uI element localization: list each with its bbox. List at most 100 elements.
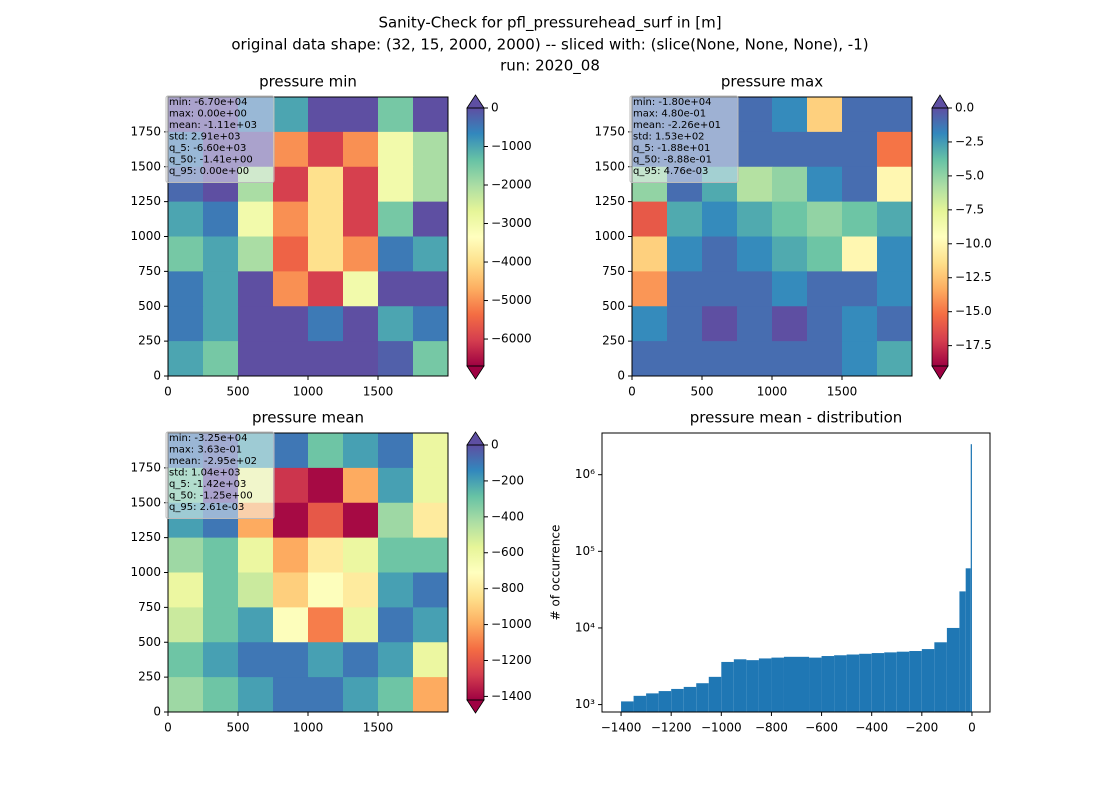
stats-line: max: 3.63e-01	[169, 445, 242, 456]
heatmap-cell	[842, 166, 878, 203]
y-tick-label: 250	[138, 334, 161, 348]
heatmap-cell	[273, 607, 309, 643]
heatmap-cell	[807, 166, 843, 203]
axes-title: pressure mean - distribution	[690, 409, 903, 427]
y-axis-label: # of occurrence	[549, 525, 563, 621]
colorbar-tick-label: 0	[491, 101, 499, 115]
x-tick-label: −1000	[701, 721, 742, 735]
colorbar-extend	[931, 94, 949, 109]
heatmap-cell	[877, 97, 913, 133]
x-tick-label: 0	[968, 721, 976, 735]
colorbar-tick-label: −5.0	[955, 168, 984, 182]
x-tick-label: −800	[755, 721, 788, 735]
histogram-bar	[834, 655, 847, 712]
colorbar	[467, 108, 484, 366]
heatmap-cell	[877, 341, 913, 377]
y-tick-label: 750	[602, 264, 625, 278]
histogram-bar	[896, 651, 910, 712]
stats-line: max: 4.80e-01	[633, 109, 706, 120]
heatmap-cell	[343, 271, 379, 307]
heatmap-cell	[413, 642, 449, 678]
heatmap-cell	[343, 166, 379, 203]
histogram-bar	[708, 676, 722, 712]
heatmap-cell	[737, 131, 773, 168]
heatmap-cell	[308, 642, 344, 678]
heatmap-cell	[378, 642, 414, 678]
stats-line: mean: -2.26e+01	[633, 120, 721, 131]
heatmap-cell	[203, 607, 239, 643]
heatmap-cell	[842, 236, 878, 272]
heatmap-cell	[343, 236, 379, 272]
y-tick-label: 0	[153, 705, 161, 719]
stats-line: max: 0.00e+00	[169, 109, 247, 120]
heatmap-cell	[378, 537, 414, 573]
heatmap-cell	[378, 433, 414, 469]
y-tick-label: 0	[153, 369, 161, 383]
heatmap-cell	[343, 201, 379, 237]
histogram-bar	[733, 659, 747, 712]
histogram-bar	[646, 693, 659, 712]
y-tick-label: 1750	[594, 124, 625, 138]
y-tick-label: 500	[138, 299, 161, 313]
colorbar-tick-label: 0	[491, 438, 499, 452]
histogram-bar	[809, 657, 822, 712]
stats-background	[165, 95, 275, 183]
stats-background	[165, 431, 275, 519]
heatmap-cell	[413, 166, 449, 203]
histogram-bar	[965, 568, 971, 712]
axes-frame	[167, 96, 449, 377]
heatmap-cell	[238, 306, 274, 342]
heatmap-cell	[203, 572, 239, 608]
histogram-bar	[946, 627, 960, 712]
heatmap-cell	[737, 306, 773, 342]
colorbar-tick-label: 0.0	[955, 101, 974, 115]
x-tick-label: −600	[805, 721, 838, 735]
heatmap-cell	[343, 502, 379, 539]
heatmap-cell	[772, 306, 808, 342]
stats-line: q_5: -1.88e+01	[633, 143, 710, 154]
heatmap-cell	[273, 572, 309, 608]
colorbar-tick-label: −12.5	[955, 270, 992, 284]
heatmap-cell	[842, 201, 878, 237]
stats-line: std: 1.53e+02	[633, 132, 705, 143]
heatmap-cell	[413, 97, 449, 133]
heatmap-cell	[273, 433, 309, 469]
histogram-bar	[959, 591, 966, 712]
heatmap-cell	[308, 97, 344, 133]
heatmap-cell	[413, 131, 449, 168]
heatmap-cell	[168, 201, 204, 237]
x-tick-label: 1500	[827, 385, 858, 399]
heatmap-cell	[308, 677, 344, 713]
heatmap-cell	[632, 306, 668, 342]
y-tick-label: 250	[138, 670, 161, 684]
histogram-bar	[871, 653, 885, 712]
y-tick-label: 1500	[130, 159, 161, 173]
stats-line: q_50: -1.25e+00	[169, 491, 253, 502]
colorbar-extend	[466, 365, 485, 380]
stats-line: std: 2.91e+03	[169, 132, 241, 143]
axes-title: pressure max	[721, 73, 823, 91]
heatmap-cell	[807, 201, 843, 237]
y-tick-label: 500	[138, 635, 161, 649]
histogram-bar	[621, 701, 634, 712]
colorbar-tick-label: −17.5	[955, 338, 992, 352]
colorbar-extend	[931, 365, 949, 380]
y-tick-label: 500	[602, 299, 625, 313]
heatmap-cell	[168, 537, 204, 573]
heatmap-cell	[343, 306, 379, 342]
heatmap-cell	[343, 97, 379, 133]
x-tick-label: 1000	[293, 721, 324, 735]
heatmap-cell	[632, 236, 668, 272]
stats-line: q_5: -1.42e+03	[169, 479, 246, 490]
y-tick-label: 1500	[130, 495, 161, 509]
heatmap-cell	[343, 642, 379, 678]
heatmap-cell	[378, 201, 414, 237]
stats-line: mean: -2.95e+02	[169, 456, 257, 467]
heatmap-cell	[238, 607, 274, 643]
heatmap-cell	[737, 201, 773, 237]
heatmap-cell	[413, 467, 449, 504]
colorbar-tick-label: −5000	[491, 293, 532, 307]
heatmap-cell	[238, 271, 274, 307]
colorbar-tick-label: −800	[491, 581, 524, 595]
